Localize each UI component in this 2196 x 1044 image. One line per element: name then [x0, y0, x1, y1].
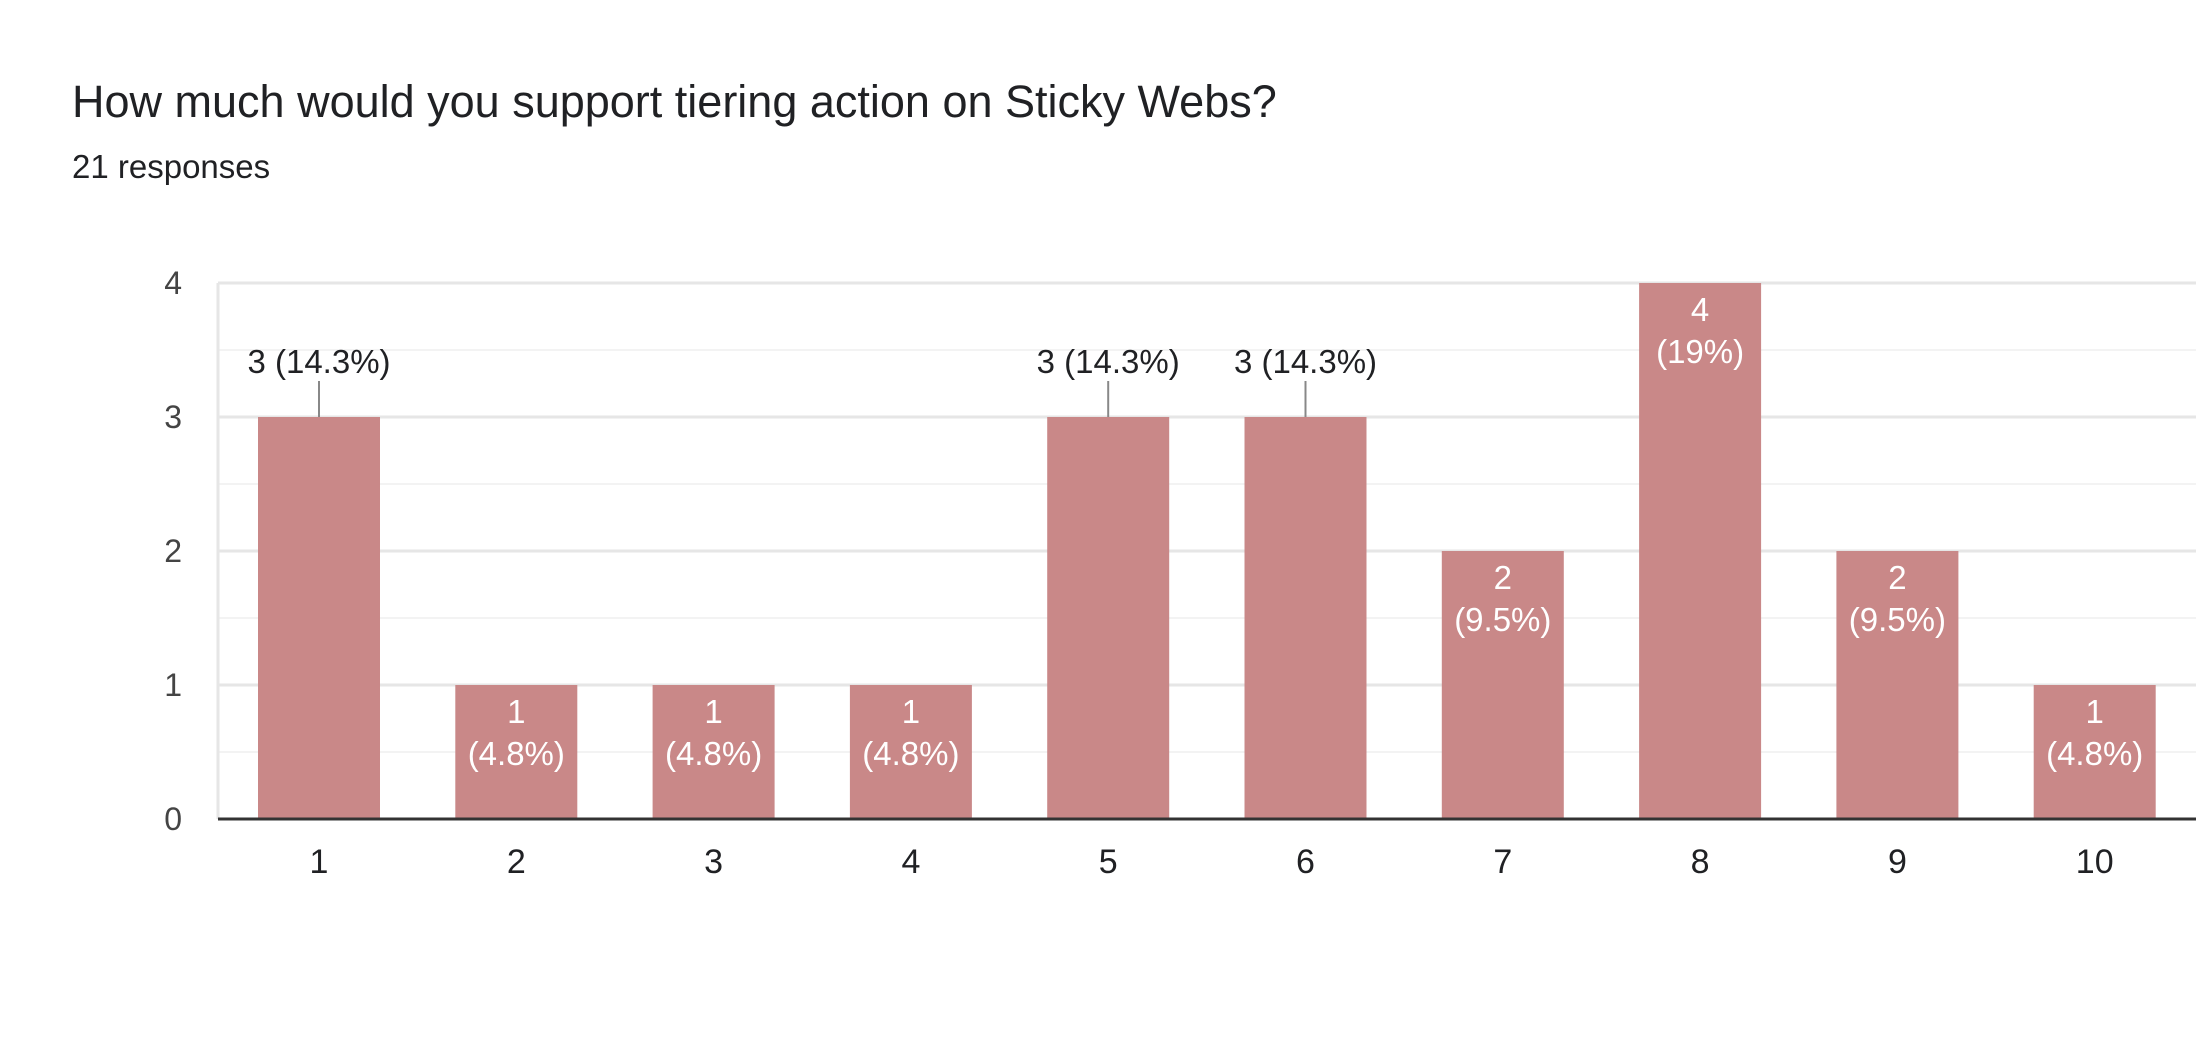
bar — [2033, 685, 2156, 819]
x-tick-label: 2 — [507, 843, 526, 881]
data-label: 3 (14.3%) — [247, 343, 390, 380]
x-tick-label: 8 — [1691, 843, 1710, 881]
x-tick-label: 4 — [901, 843, 920, 881]
data-label: 3 (14.3%) — [1037, 343, 1180, 380]
x-tick-label: 5 — [1099, 843, 1118, 881]
data-label-count: 1 — [704, 693, 722, 730]
y-tick-label: 4 — [164, 265, 182, 301]
y-tick-label: 2 — [164, 533, 182, 569]
bar — [1441, 551, 1564, 819]
data-label-percent: (9.5%) — [1849, 601, 1946, 638]
bar — [1836, 551, 1959, 819]
data-label-percent: (4.8%) — [2046, 735, 2143, 772]
x-tick-label: 10 — [2076, 843, 2114, 881]
x-tick-label: 1 — [310, 843, 329, 881]
bar — [652, 685, 775, 819]
data-label-percent: (4.8%) — [862, 735, 959, 772]
y-tick-label: 0 — [164, 801, 182, 837]
bar — [849, 685, 972, 819]
bar — [258, 417, 380, 819]
chart-title: How much would you support tiering actio… — [72, 76, 1277, 127]
data-label-count: 1 — [507, 693, 525, 730]
x-tick-label: 3 — [704, 843, 723, 881]
x-tick-label: 6 — [1296, 843, 1315, 881]
y-tick-label: 1 — [164, 667, 182, 703]
data-label-percent: (9.5%) — [1454, 601, 1551, 638]
data-label-count: 1 — [2086, 693, 2104, 730]
x-tick-label: 9 — [1888, 843, 1907, 881]
data-label-count: 2 — [1888, 559, 1906, 596]
data-label-percent: (19%) — [1656, 333, 1744, 370]
bar — [1244, 417, 1367, 819]
data-label-count: 1 — [902, 693, 920, 730]
data-label-count: 2 — [1494, 559, 1512, 596]
x-tick-label: 7 — [1493, 843, 1512, 881]
bar — [1639, 283, 1762, 819]
response-count: 21 responses — [72, 148, 271, 185]
data-label-count: 4 — [1691, 291, 1709, 328]
bar — [1047, 417, 1170, 819]
y-tick-label: 3 — [164, 399, 182, 435]
data-label-percent: (4.8%) — [665, 735, 762, 772]
data-label-percent: (4.8%) — [468, 735, 565, 772]
data-label: 3 (14.3%) — [1234, 343, 1377, 380]
bar — [455, 685, 578, 819]
